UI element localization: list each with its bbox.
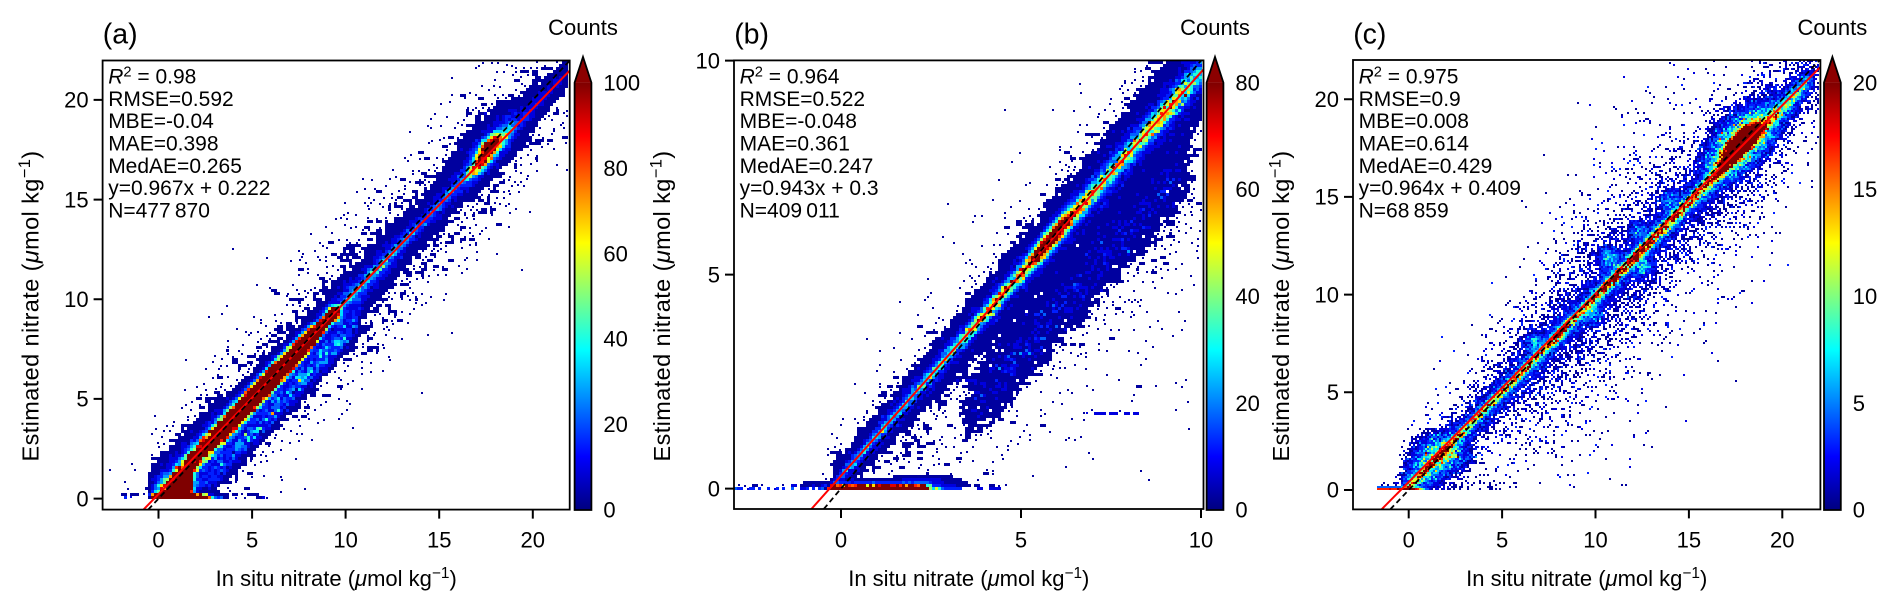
svg-text:5: 5 — [246, 528, 258, 553]
svg-text:MAE=0.614: MAE=0.614 — [1359, 133, 1470, 156]
svg-text:100: 100 — [603, 70, 640, 95]
svg-text:15: 15 — [1853, 177, 1877, 202]
svg-text:In situ nitrate (μmol kg−1): In situ nitrate (μmol kg−1) — [1466, 565, 1707, 591]
svg-text:MedAE=0.247: MedAE=0.247 — [740, 155, 874, 178]
svg-text:(a): (a) — [103, 19, 138, 51]
svg-text:N=477 870: N=477 870 — [108, 199, 210, 222]
svg-text:5: 5 — [1853, 391, 1865, 416]
svg-text:MBE=-0.04: MBE=-0.04 — [108, 110, 214, 133]
svg-text:Counts: Counts — [1180, 15, 1250, 40]
svg-text:R2 = 0.964: R2 = 0.964 — [740, 65, 840, 89]
svg-text:(c): (c) — [1353, 19, 1386, 51]
svg-text:20: 20 — [64, 88, 88, 113]
svg-text:R2 = 0.975: R2 = 0.975 — [1359, 65, 1459, 89]
svg-text:5: 5 — [1015, 528, 1027, 553]
svg-text:Counts: Counts — [548, 15, 618, 40]
svg-text:0: 0 — [835, 528, 847, 553]
svg-text:0: 0 — [152, 528, 164, 553]
svg-text:0: 0 — [1235, 498, 1247, 523]
svg-text:RMSE=0.592: RMSE=0.592 — [108, 88, 234, 111]
svg-text:Estimated nitrate (μmol kg−1): Estimated nitrate (μmol kg−1) — [647, 151, 675, 462]
svg-text:15: 15 — [1677, 528, 1701, 553]
svg-text:0: 0 — [708, 476, 720, 501]
svg-text:y=0.943x + 0.3: y=0.943x + 0.3 — [740, 177, 879, 200]
svg-text:MAE=0.398: MAE=0.398 — [108, 133, 218, 156]
svg-text:80: 80 — [1235, 70, 1259, 95]
svg-text:10: 10 — [1315, 282, 1339, 307]
svg-text:80: 80 — [603, 156, 627, 181]
svg-text:MedAE=0.265: MedAE=0.265 — [108, 155, 242, 178]
svg-text:y=0.967x + 0.222: y=0.967x + 0.222 — [108, 177, 270, 200]
svg-text:5: 5 — [1496, 528, 1508, 553]
svg-text:N=68 859: N=68 859 — [1359, 199, 1449, 222]
svg-text:R2 = 0.98: R2 = 0.98 — [108, 65, 196, 89]
svg-text:15: 15 — [427, 528, 451, 553]
svg-text:MBE=-0.048: MBE=-0.048 — [740, 110, 857, 133]
svg-text:10: 10 — [64, 287, 88, 312]
svg-text:20: 20 — [603, 412, 627, 437]
svg-text:Counts: Counts — [1798, 15, 1868, 40]
svg-text:20: 20 — [1315, 87, 1339, 112]
svg-text:N=409 011: N=409 011 — [740, 199, 840, 222]
svg-text:Estimated nitrate (μmol kg−1): Estimated nitrate (μmol kg−1) — [1266, 151, 1294, 462]
svg-text:15: 15 — [64, 187, 88, 212]
svg-text:20: 20 — [521, 528, 545, 553]
svg-text:0: 0 — [1403, 528, 1415, 553]
svg-text:10: 10 — [1853, 284, 1877, 309]
svg-text:40: 40 — [603, 327, 627, 352]
svg-text:60: 60 — [1235, 177, 1259, 202]
svg-text:15: 15 — [1315, 185, 1339, 210]
svg-text:20: 20 — [1770, 528, 1794, 553]
svg-text:0: 0 — [1327, 478, 1339, 503]
svg-text:RMSE=0.9: RMSE=0.9 — [1359, 88, 1461, 111]
svg-text:40: 40 — [1235, 284, 1259, 309]
svg-text:20: 20 — [1235, 391, 1259, 416]
svg-text:0: 0 — [1853, 498, 1865, 523]
svg-text:In situ nitrate (μmol kg−1): In situ nitrate (μmol kg−1) — [848, 565, 1089, 591]
svg-text:5: 5 — [76, 387, 88, 412]
svg-text:10: 10 — [333, 528, 357, 553]
svg-text:MBE=0.008: MBE=0.008 — [1359, 110, 1469, 133]
svg-text:MedAE=0.429: MedAE=0.429 — [1359, 155, 1493, 178]
svg-text:0: 0 — [76, 486, 88, 511]
svg-text:10: 10 — [1583, 528, 1607, 553]
svg-text:(b): (b) — [734, 19, 769, 51]
svg-text:Estimated nitrate (μmol kg−1): Estimated nitrate (μmol kg−1) — [16, 151, 44, 462]
svg-text:y=0.964x + 0.409: y=0.964x + 0.409 — [1359, 177, 1521, 200]
svg-text:10: 10 — [696, 48, 720, 73]
svg-text:5: 5 — [1327, 380, 1339, 405]
svg-text:0: 0 — [603, 498, 615, 523]
svg-text:5: 5 — [708, 262, 720, 287]
svg-text:MAE=0.361: MAE=0.361 — [740, 133, 850, 156]
svg-text:60: 60 — [603, 241, 627, 266]
svg-text:RMSE=0.522: RMSE=0.522 — [740, 88, 866, 111]
svg-text:In situ nitrate (μmol kg−1): In situ nitrate (μmol kg−1) — [216, 565, 457, 591]
svg-text:10: 10 — [1189, 528, 1213, 553]
svg-text:20: 20 — [1853, 70, 1877, 95]
